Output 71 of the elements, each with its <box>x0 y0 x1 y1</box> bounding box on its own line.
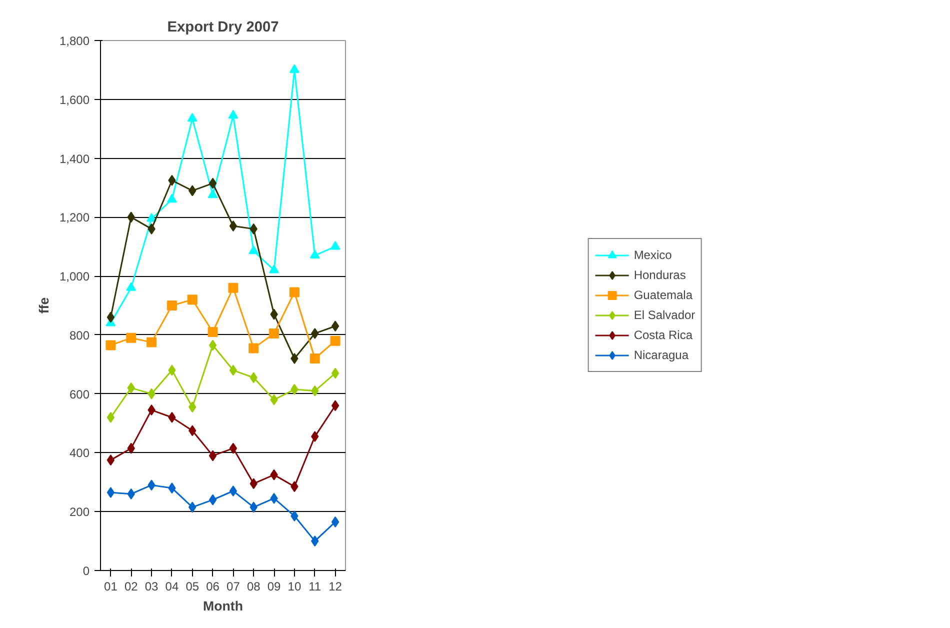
point <box>126 332 136 343</box>
x-tick-label: 09 <box>267 580 282 594</box>
point <box>228 282 238 293</box>
point <box>331 516 340 528</box>
point <box>208 327 218 337</box>
point <box>330 240 340 250</box>
point <box>289 64 300 74</box>
point <box>248 245 259 254</box>
y-tick-label: 1,000 <box>59 270 90 284</box>
point <box>208 189 218 198</box>
y-tick-label: 800 <box>69 328 90 342</box>
y-tick-label: 600 <box>69 387 90 402</box>
x-tick-label: 01 <box>104 580 118 594</box>
y-tick-label: 1,200 <box>59 210 90 225</box>
point <box>310 250 320 259</box>
legend-label: Guatemala <box>634 288 693 302</box>
x-tick-label: 11 <box>308 580 322 594</box>
y-axis-title: ffe <box>36 297 52 314</box>
y-tick-label: 0 <box>82 564 90 578</box>
point <box>290 353 298 364</box>
point <box>166 194 177 203</box>
point <box>106 486 115 498</box>
x-tick-label: 12 <box>328 580 342 594</box>
x-tick-label: 07 <box>226 580 240 594</box>
point <box>310 354 320 364</box>
x-tick-label: 02 <box>124 580 138 594</box>
point <box>208 494 217 506</box>
y-tick-label: 200 <box>69 505 90 520</box>
point <box>208 450 217 462</box>
point <box>106 312 115 323</box>
x-axis-title: Month <box>203 598 243 614</box>
point <box>166 300 177 310</box>
y-tick-label: 400 <box>69 446 90 460</box>
y-tick-label: 1,800 <box>59 34 90 48</box>
point <box>269 264 280 274</box>
point <box>229 442 238 454</box>
point <box>208 178 217 189</box>
legend-label: Costa Rica <box>634 328 692 342</box>
x-tick-label: 03 <box>144 580 159 594</box>
legend-label: El Salvador <box>634 308 696 322</box>
x-tick-label: 05 <box>186 580 200 594</box>
point <box>229 486 238 496</box>
x-tick-label: 04 <box>165 580 179 594</box>
chart-title: Export Dry 2007 <box>167 20 279 36</box>
x-tick-label: 10 <box>288 580 302 594</box>
point <box>331 320 340 332</box>
legend-label: Mexico <box>634 248 672 262</box>
legend-label: Nicaragua <box>634 348 689 362</box>
point <box>248 343 259 354</box>
point <box>146 212 157 222</box>
x-tick-label: 08 <box>246 580 261 594</box>
point <box>228 110 238 119</box>
point <box>187 112 198 122</box>
point <box>331 400 340 412</box>
y-tick-label: 1,600 <box>59 92 90 107</box>
legend-label: Honduras <box>634 268 686 282</box>
point <box>126 282 136 291</box>
y-tick-label: 1,400 <box>59 152 90 166</box>
point <box>269 328 280 338</box>
point <box>106 454 115 466</box>
point <box>331 368 340 379</box>
x-tick-label: 06 <box>206 580 220 594</box>
point <box>229 364 238 376</box>
point <box>187 294 198 305</box>
point <box>289 287 300 298</box>
point <box>330 336 340 346</box>
point <box>229 220 238 232</box>
point <box>146 337 157 348</box>
point <box>106 412 115 423</box>
point <box>106 340 116 350</box>
point <box>208 340 217 351</box>
